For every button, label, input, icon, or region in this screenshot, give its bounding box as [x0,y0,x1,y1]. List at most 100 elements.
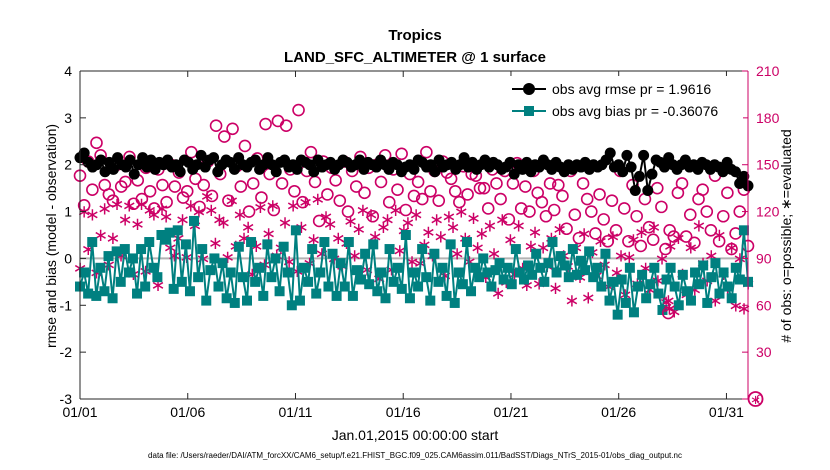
evaluated-point: ∗ [376,217,391,238]
possible-point [716,209,730,223]
bias-point [189,215,200,226]
bias-point [694,279,705,290]
possible-point [490,177,503,190]
possible-point [279,119,293,132]
bias-point [327,248,338,259]
evaluated-point: ∗ [613,245,628,266]
bias-point [380,293,391,304]
possible-point [700,205,714,218]
possible-outlier [661,306,675,320]
data-file-footer: data file: /Users/raeder/DAI/ATM_forcXX/… [148,451,682,460]
evaluated-point: ∗ [409,205,424,226]
bias-point [588,272,599,283]
bias-point [429,248,440,259]
bias-point [698,260,709,271]
evaluated-point: ∗ [380,209,395,230]
possible-point [712,234,726,248]
rmse-point [145,154,157,166]
legend-bias-marker [524,106,534,116]
possible-point [218,130,231,143]
bias-point [270,253,281,264]
x-tick-label: 01/06 [170,404,205,420]
rmse-point [270,166,282,178]
evaluated-point: ∗ [482,216,497,237]
rmse-point [717,166,729,178]
y-left-tick-label: 3 [64,110,72,126]
rmse-point [195,149,207,161]
bias-point [616,274,627,285]
bias-point [543,258,554,269]
bias-point [710,258,721,269]
rmse-point [174,166,186,178]
bias-point [384,244,395,255]
bias-point [445,239,456,250]
possible-point [366,209,380,223]
possible-point [147,202,161,215]
legend: obs avg rmse pr = 1.9616 obs avg bias pr … [507,76,743,126]
bias-point [461,237,472,248]
evaluated-point: ∗ [85,205,100,226]
bias-point [331,290,342,301]
bias-point [592,262,603,273]
bias-point [180,239,191,250]
x-axis-label: Jan.01,2015 00:00:00 start [332,427,499,443]
evaluated-point: ∗ [130,214,145,235]
bias-point [531,248,542,259]
bias-point [478,253,489,264]
rmse-point [646,168,658,180]
legend-bias-label: obs avg bias pr = -0.36076 [552,103,718,119]
possible-point [461,188,474,201]
rmse-point [124,154,136,166]
bias-point [274,286,285,297]
bias-point [205,265,216,276]
bias-point [184,286,195,297]
bias-point [123,267,134,278]
evaluated-point: ∗ [466,208,481,229]
bias-point [677,269,688,280]
possible-point [679,230,693,243]
evaluated-point: ∗ [175,209,190,230]
evaluated-point: ∗ [622,247,637,268]
possible-point [407,189,421,203]
bias-point [665,262,676,273]
bias-point [242,295,252,306]
possible-point [688,236,701,250]
possible-point [721,186,734,200]
bias-point [539,276,550,287]
legend-rmse-marker [523,83,535,95]
bias-point [633,281,644,292]
rmse-point [458,152,470,164]
bias-point [624,262,635,273]
y-right-tick-label: 120 [756,204,780,220]
bias-point [413,281,424,292]
possible-point [601,234,615,248]
possible-point [704,224,718,237]
evaluated-point: ∗ [105,228,120,249]
bias-point [237,272,248,283]
possible-point [552,178,565,192]
y-right-tick-label: 180 [756,110,780,126]
possible-point [535,195,549,209]
y-left-tick-label: 4 [64,63,72,79]
bias-point [620,297,631,308]
possible-point [593,188,606,201]
bias-point [559,260,570,271]
bias-point [567,244,578,255]
possible-point [205,189,219,203]
rmse-point [621,149,633,161]
bias-point [641,293,652,304]
bias-point [685,295,696,306]
bias-point [637,269,648,280]
evaluated-point: ∗ [216,213,231,234]
bias-point [555,251,566,262]
legend-box [507,76,743,126]
possible-point [576,177,590,190]
bias-point [722,281,733,292]
evaluated-point: ∗ [527,222,542,243]
bias-point [580,265,591,276]
evaluated-point: ∗ [511,216,526,237]
rmse-point [625,161,637,173]
evaluated-point: ∗ [577,223,592,244]
evaluated-point: ∗ [634,222,649,243]
rmse-point [642,184,654,196]
